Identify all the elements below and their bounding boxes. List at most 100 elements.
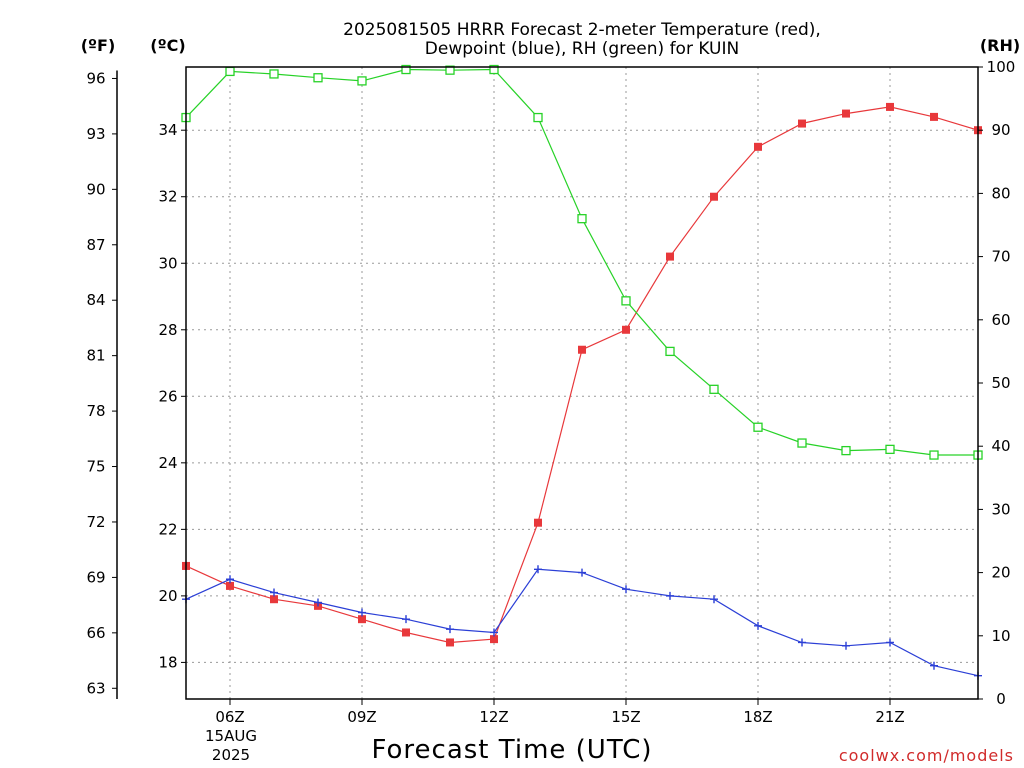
rh-point [929, 450, 939, 460]
dewpoint-point [754, 621, 762, 630]
temperature-point [402, 628, 410, 637]
dewpoint-point [358, 608, 366, 617]
celsius-tick-label: 30 [158, 254, 177, 272]
temperature-point [886, 102, 894, 111]
celsius-tick-label: 26 [158, 387, 177, 405]
celsius-tick-label: 18 [158, 653, 177, 671]
fahrenheit-tick-label: 93 [86, 125, 105, 143]
temperature-point [930, 112, 938, 121]
date-label-year: 2025 [212, 746, 250, 764]
rh-tick-label: 90 [991, 121, 1010, 139]
rh-point [709, 384, 719, 394]
fahrenheit-tick-label: 81 [86, 347, 105, 365]
x-tick-label: 09Z [347, 708, 376, 726]
x-tick-label: 12Z [479, 708, 508, 726]
rh-point [225, 66, 235, 77]
x-tick-label: 21Z [875, 708, 904, 726]
temperature-point [622, 325, 630, 334]
celsius-tick-label: 34 [158, 121, 177, 139]
dewpoint-point [886, 638, 894, 647]
dewpoint-line [185, 568, 979, 677]
rh-point [401, 64, 411, 75]
fahrenheit-tick-label: 78 [86, 402, 105, 420]
gridlines [186, 67, 978, 699]
dewpoint-point [798, 638, 806, 647]
rh-point [489, 64, 499, 75]
celsius-tick-label: 24 [158, 454, 177, 472]
temperature-point [490, 635, 498, 644]
rh-point [797, 438, 807, 448]
series-layer [181, 64, 983, 680]
temperature-point [358, 615, 366, 624]
rh-point [841, 445, 851, 456]
x-tick-label: 18Z [743, 708, 772, 726]
chart-title-line-1: 2025081505 HRRR Forecast 2-meter Tempera… [343, 20, 821, 40]
temperature-point [666, 252, 674, 261]
fahrenheit-tick-label: 87 [86, 236, 105, 254]
rh-line [185, 68, 978, 456]
x-tick-label: 15Z [611, 708, 640, 726]
dewpoint-point [270, 588, 278, 597]
temperature-point [842, 109, 850, 118]
dewpoint-point [226, 575, 234, 584]
temperature-point [534, 518, 542, 527]
rh-point [621, 296, 631, 306]
temperature-point [270, 595, 278, 604]
rh-point [577, 214, 587, 224]
fahrenheit-tick-label: 96 [86, 69, 105, 87]
date-label-day: 15AUG [205, 727, 257, 745]
celsius-tick-label: 28 [158, 321, 177, 339]
x-tick-label: 06Z [215, 708, 244, 726]
rh-point [753, 422, 763, 432]
dewpoint-point [622, 585, 630, 594]
rh-tick-label: 40 [991, 437, 1010, 455]
dewpoint-point [446, 625, 454, 634]
rh-point [533, 112, 543, 123]
celsius-tick-label: 32 [158, 188, 177, 206]
celsius-tick-label: 22 [158, 520, 177, 538]
temperature-point [578, 345, 586, 354]
fahrenheit-tick-label: 69 [86, 568, 105, 586]
rh-tick-label: 0 [996, 690, 1006, 708]
rh-tick-label: 70 [991, 248, 1010, 266]
rh-point [885, 444, 895, 455]
rh-tick-label: 30 [991, 500, 1010, 518]
temperature-point [754, 142, 762, 151]
rh-point [445, 65, 455, 75]
temperature-point [226, 581, 234, 590]
dewpoint-point [710, 595, 718, 604]
rh-point [357, 76, 367, 86]
celsius-tick-label: 20 [158, 587, 177, 605]
rh-series [181, 64, 983, 460]
temperature-point [446, 638, 454, 647]
fahrenheit-tick-label: 72 [86, 513, 105, 531]
fahrenheit-tick-label: 90 [86, 180, 105, 198]
dewpoint-point [842, 641, 850, 650]
dewpoint-point [402, 615, 410, 624]
rh-tick-label: 10 [991, 627, 1010, 645]
celsius-axis-heading: (ºC) [150, 36, 185, 55]
dewpoint-point [490, 628, 498, 637]
temperature-line [185, 106, 979, 644]
x-axis-title: Forecast Time (UTC) [371, 735, 652, 765]
fahrenheit-tick-label: 63 [86, 679, 105, 697]
fahrenheit-tick-label: 84 [86, 291, 105, 309]
dewpoint-point [314, 598, 322, 607]
axes: 06Z 09Z 12Z 15Z 18Z 21Z 18 20 22 24 26 28 30 32 34 63 66… [86, 58, 1015, 726]
rh-axis-heading: (RH) [980, 36, 1020, 55]
fahrenheit-axis-heading: (ºF) [81, 36, 116, 55]
rh-tick-label: 80 [991, 184, 1010, 202]
rh-tick-label: 60 [991, 311, 1010, 329]
temperature-series [182, 102, 982, 647]
rh-tick-label: 20 [991, 564, 1010, 582]
rh-point [269, 69, 279, 79]
dewpoint-point [534, 565, 542, 574]
rh-point [313, 73, 323, 83]
chart-title-line-2: Dewpoint (blue), RH (green) for KUIN [425, 39, 739, 59]
temperature-point [710, 192, 718, 201]
dewpoint-point [578, 568, 586, 577]
temperature-point [798, 119, 806, 128]
fahrenheit-tick-label: 75 [86, 458, 105, 476]
credit-link[interactable]: coolwx.com/models [839, 746, 1014, 765]
